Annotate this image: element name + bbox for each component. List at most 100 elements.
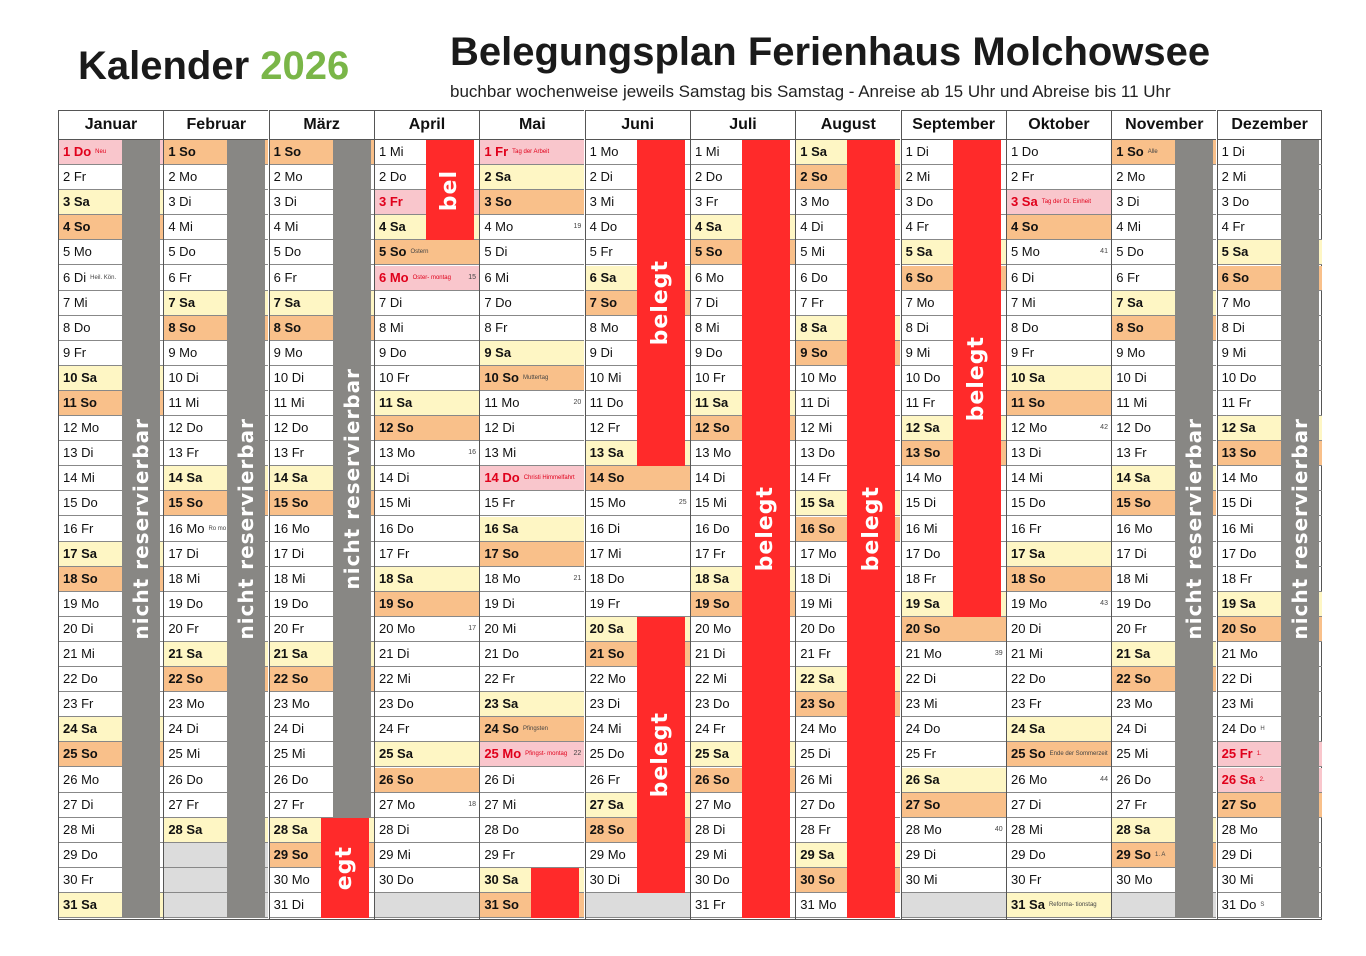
booked-label: belegt — [648, 712, 674, 798]
day-cell: 2 Fr — [1006, 165, 1111, 191]
day-label: 31 So — [484, 897, 519, 912]
holiday-note: H — [1260, 726, 1265, 733]
day-label: 18 Fr — [1221, 570, 1252, 586]
day-label: 27 Do — [800, 796, 835, 812]
day-label: 5 Sa — [905, 244, 933, 260]
day-label: 5 Di — [484, 244, 508, 260]
day-label: 30 Mo — [1116, 871, 1153, 887]
calendar-label: Kalender — [78, 44, 250, 88]
day-label: 23 Fr — [63, 696, 94, 712]
day-label: 4 Mi — [1116, 219, 1141, 235]
day-label: 14 Mo — [1221, 470, 1258, 486]
day-label: 19 Mi — [800, 595, 833, 611]
day-label: 21 Do — [484, 646, 520, 661]
day-label: 12 Fr — [589, 420, 620, 436]
day-label: 3 Do — [905, 194, 934, 210]
day-label: 28 Fr — [800, 821, 831, 837]
day-label: 14 Di — [694, 470, 726, 486]
day-label: 26 Do — [168, 771, 204, 787]
day-label: 31 Sa — [1010, 897, 1045, 912]
booked-bar: belegt — [636, 140, 685, 467]
booked-label: belegt — [964, 335, 990, 422]
day-label: 16 Do — [694, 520, 730, 536]
day-label: 29 Do — [1010, 846, 1046, 862]
day-cell: 26 Do — [1112, 768, 1217, 793]
day-label: 18 Fr — [905, 570, 936, 586]
day-cell: 21 Mi — [1006, 642, 1111, 668]
day-label: 3 Mo — [800, 194, 830, 210]
day-label: 12 So — [694, 420, 730, 436]
day-cell: 17 Sa — [1006, 541, 1111, 567]
day-cell: 10 Fr — [374, 366, 479, 391]
day-label: 10 Mo — [800, 369, 837, 385]
day-cell: 1 Fr Tag der Arbeit — [480, 140, 585, 166]
day-cell: 15 Mi — [374, 491, 479, 517]
day-cell: 11 Mo 20 — [480, 391, 585, 417]
day-label: 10 Fr — [694, 369, 726, 385]
day-label: 5 Fr — [589, 244, 613, 260]
day-cell: 13 Di — [1006, 441, 1111, 467]
day-cell: 28 Mi — [1006, 818, 1111, 843]
holiday-note: Reforma- tionstag — [1048, 902, 1097, 909]
day-cell: 15 Do — [1006, 491, 1111, 517]
day-label: 22 So — [273, 671, 309, 687]
day-cell: 15 Di — [1217, 491, 1322, 517]
day-cell: 1 Do — [1006, 140, 1111, 166]
day-label: 27 Fr — [273, 796, 304, 812]
day-label: 23 Mo — [273, 696, 310, 712]
day-label: 22 Mi — [694, 671, 727, 687]
day-label: 11 So — [63, 395, 97, 410]
day-label: 2 Mo — [1116, 169, 1146, 185]
day-cell: 30 Mi — [1217, 868, 1322, 893]
week-number: 22 — [573, 750, 582, 758]
day-label: 15 Mi — [378, 495, 411, 511]
day-cell: 17 Di — [269, 542, 374, 567]
day-label: 20 Sa — [589, 620, 624, 636]
day-label: 31 Do — [1221, 897, 1257, 912]
day-cell: 12 Do — [269, 416, 374, 442]
day-label: 8 Do — [1010, 319, 1039, 335]
day-label: 15 Mi — [694, 495, 727, 511]
holiday-note: 2. — [1259, 776, 1265, 783]
day-label: 19 Fr — [589, 595, 620, 611]
day-label: 11 Di — [800, 395, 830, 410]
day-label: 18 Mi — [273, 570, 306, 586]
day-label: 8 Fr — [484, 319, 508, 335]
day-label: 7 Sa — [1116, 294, 1144, 310]
booked-bar: bel — [425, 140, 474, 241]
day-label: 2 Di — [589, 169, 613, 185]
day-cell: 31 Sa Reforma- tionstag — [1006, 893, 1111, 919]
day-label: 22 Do — [1010, 671, 1046, 687]
month-header: April — [374, 110, 479, 140]
day-label: 18 Sa — [694, 570, 729, 586]
calendar-title: Kalender 2026 — [78, 44, 349, 89]
day-label: 1 Mo — [589, 144, 619, 159]
day-label: 24 Do — [1221, 721, 1257, 737]
day-label: 17 So — [484, 545, 519, 561]
day-label: 26 Do — [273, 771, 309, 787]
day-label: 12 Mi — [800, 420, 833, 436]
day-label: 28 Do — [484, 821, 520, 837]
day-label: 13 Di — [63, 445, 94, 461]
day-label: 18 Mi — [168, 570, 201, 586]
week-number: 44 — [1100, 775, 1108, 783]
day-label: 11 Mi — [1116, 395, 1148, 410]
day-cell: 2 Mi — [1217, 165, 1322, 191]
day-label: 2 Mi — [905, 169, 931, 185]
day-label: 16 Mi — [905, 520, 938, 536]
day-cell: 14 So — [585, 466, 690, 492]
day-cell: 20 Mo 17 — [374, 617, 479, 642]
day-cell: 12 Do — [164, 416, 269, 442]
day-cell: 19 Fr — [585, 592, 690, 617]
day-cell: 19 So — [374, 591, 479, 617]
day-cell: 10 Do — [1217, 366, 1322, 391]
day-label: 14 Mi — [63, 470, 95, 486]
day-label: 15 Do — [1010, 495, 1046, 511]
day-label: 3 Fr — [694, 194, 719, 210]
day-label: 17 Mo — [800, 545, 837, 561]
day-label: 25 Sa — [694, 746, 729, 762]
day-label: 13 Mo — [378, 445, 416, 461]
day-cell: 22 Di — [901, 667, 1006, 693]
day-label: 13 Mi — [484, 445, 517, 461]
day-cell: 30 Mi — [901, 868, 1006, 893]
